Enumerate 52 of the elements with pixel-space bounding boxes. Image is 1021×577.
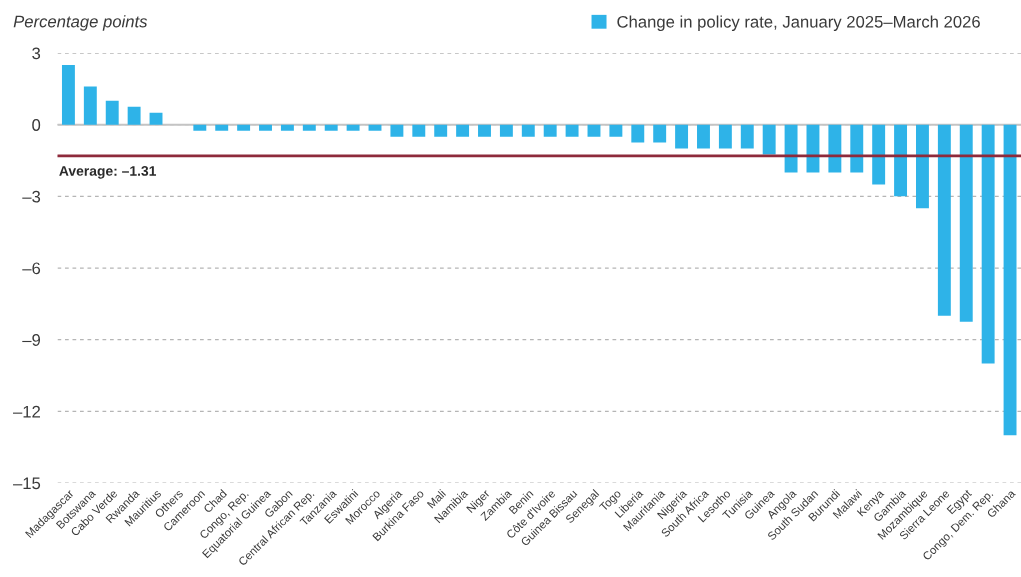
bar — [324, 124, 338, 131]
y-tick-label: –15 — [13, 477, 41, 490]
y-tick-label: 0 — [32, 119, 41, 131]
legend-label: Change in policy rate, January 2025–March 2026 — [617, 15, 980, 31]
bar — [499, 124, 513, 137]
bar — [784, 124, 798, 173]
bar — [609, 124, 623, 137]
bar — [302, 124, 316, 131]
y-tick-label: –6 — [22, 262, 41, 275]
ref-line-label: Average: –1.31 — [59, 166, 157, 179]
bar — [61, 64, 75, 125]
y-tick-label: –12 — [13, 405, 40, 418]
bar — [412, 124, 426, 137]
bar — [959, 124, 973, 322]
bar — [478, 124, 491, 137]
bar — [718, 124, 732, 149]
bar — [762, 124, 776, 155]
bar — [937, 124, 951, 316]
bar — [105, 100, 119, 125]
bar — [346, 124, 360, 131]
bar — [149, 112, 163, 125]
bar — [215, 124, 229, 131]
bar — [916, 124, 929, 209]
y-axis-title: Percentage points — [13, 15, 148, 31]
bar — [894, 124, 908, 197]
bar — [193, 124, 207, 131]
bar — [675, 124, 689, 149]
bar — [631, 124, 645, 143]
bar — [434, 124, 448, 137]
bar — [565, 124, 579, 137]
bar — [237, 124, 251, 131]
y-tick-label: –9 — [22, 334, 41, 346]
bar — [127, 106, 141, 125]
bar — [981, 124, 995, 364]
bar — [697, 124, 710, 149]
bar — [543, 124, 557, 137]
bar — [587, 124, 601, 137]
bar — [456, 124, 470, 137]
bar — [521, 124, 535, 137]
bar — [259, 124, 272, 131]
bar — [740, 124, 754, 149]
bar — [368, 124, 382, 131]
bar — [872, 124, 886, 185]
bar — [280, 124, 294, 131]
bar — [828, 124, 842, 173]
bar — [850, 124, 864, 173]
bar — [83, 86, 97, 125]
bar — [1003, 124, 1017, 436]
bar — [390, 124, 404, 137]
y-tick-label: 3 — [32, 47, 41, 60]
y-tick-label: –3 — [22, 190, 41, 203]
bar — [653, 124, 667, 143]
